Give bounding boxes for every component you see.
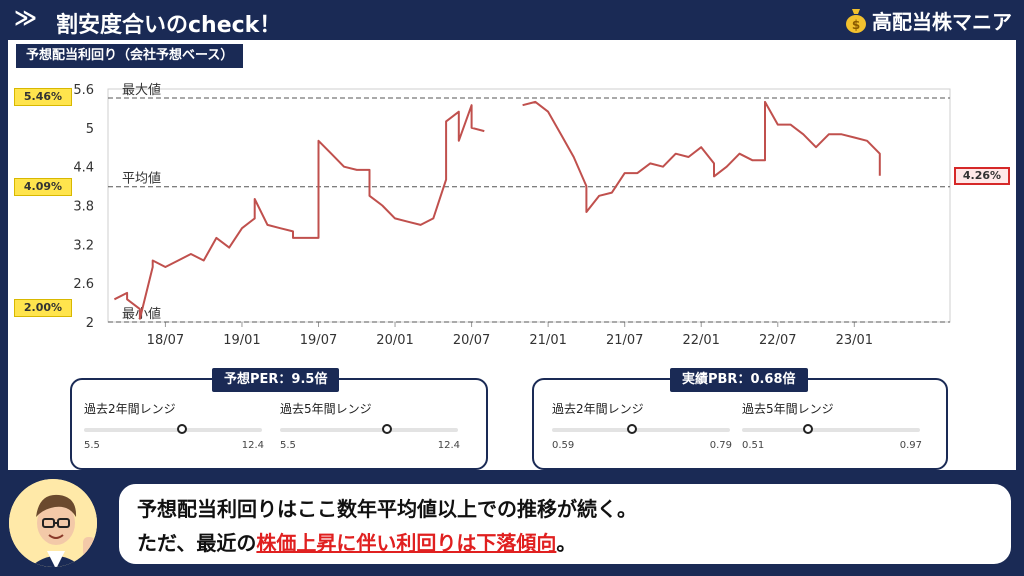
range-marker <box>176 424 187 434</box>
y-tick-label: 3.8 <box>73 200 94 215</box>
yield-line <box>522 100 881 213</box>
comment-text: 。 <box>556 531 577 555</box>
yield-line <box>113 104 485 320</box>
y-tick-label: 5 <box>86 122 94 137</box>
y-tick-label: 4.4 <box>73 161 94 176</box>
x-tick-label: 23/01 <box>836 333 873 348</box>
x-tick-label: 18/07 <box>147 333 184 348</box>
plot-area <box>107 88 951 323</box>
x-tick-label: 22/07 <box>759 333 796 348</box>
double-chevron-icon: ≫ <box>14 6 38 31</box>
presenter-avatar-icon <box>6 476 100 570</box>
svg-text:$: $ <box>852 18 860 32</box>
range-min: 5.5 <box>84 440 100 451</box>
y-tick-label: 5.6 <box>73 83 94 98</box>
x-tick-label: 22/01 <box>682 333 719 348</box>
pbr-range-5y: 過去5年間レンジ 0.51 0.97 <box>742 400 922 462</box>
x-tick-label: 21/07 <box>606 333 643 348</box>
x-tick-label: 19/07 <box>300 333 337 348</box>
range-label: 過去5年間レンジ <box>280 402 372 416</box>
comment-bubble: 予想配当利回りはここ数年平均値以上での推移が続く。 ただ、最近の株価上昇に伴い利… <box>116 481 1014 567</box>
pbr-card-label: 実績PBR：0.68倍 <box>670 368 808 392</box>
per-card-label: 予想PER：9.5倍 <box>212 368 340 392</box>
range-track <box>280 428 458 432</box>
range-label: 過去2年間レンジ <box>552 402 644 416</box>
max-badge: 5.46% <box>14 88 72 106</box>
range-marker <box>802 424 813 434</box>
x-tick-label: 21/01 <box>529 333 566 348</box>
range-track <box>552 428 730 432</box>
reference-line-label: 最大値 <box>122 82 161 98</box>
per-range-2y: 過去2年間レンジ 5.5 12.4 <box>84 400 264 462</box>
range-marker <box>627 424 638 434</box>
range-track <box>84 428 262 432</box>
header-bar: ≫ 割安度合いのcheck！ $ 高配当株マニア <box>0 0 1024 40</box>
brand-logo: $ 高配当株マニア <box>844 6 1012 34</box>
range-max: 0.97 <box>899 440 922 451</box>
main-panel: 予想配当利回り（会社予想ベース） 5.46% 4.09% 2.00% 4.26%… <box>8 40 1016 470</box>
range-marker <box>381 424 392 434</box>
comment-line-2: ただ、最近の株価上昇に伴い利回りは下落傾向。 <box>137 526 993 560</box>
min-badge: 2.00% <box>14 299 72 317</box>
x-tick-label: 19/01 <box>223 333 260 348</box>
avg-badge: 4.09% <box>14 178 72 196</box>
y-tick-label: 3.2 <box>73 238 94 253</box>
dividend-yield-chart: 5.6 5 4.4 3.8 3.2 2.6 2 18/07 19/01 19/07 20/01 20/… <box>73 82 951 348</box>
brand-name: 高配当株マニア <box>872 9 1012 34</box>
range-min: 0.51 <box>742 440 765 451</box>
range-min: 5.5 <box>280 440 296 451</box>
comment-line-1: 予想配当利回りはここ数年平均値以上での推移が続く。 <box>137 497 637 521</box>
range-max: 12.4 <box>241 440 264 451</box>
per-range-5y: 過去5年間レンジ 5.5 12.4 <box>280 400 460 462</box>
y-tick-label: 2 <box>86 316 94 331</box>
y-tick-label: 2.6 <box>73 277 94 292</box>
reference-line-label: 平均値 <box>122 171 161 187</box>
current-badge: 4.26% <box>954 167 1010 185</box>
x-tick-label: 20/01 <box>376 333 413 348</box>
chart-title: 予想配当利回り（会社予想ベース） <box>16 44 244 68</box>
x-tick-label: 20/07 <box>453 333 490 348</box>
range-max: 0.79 <box>709 440 732 451</box>
pbr-range-2y: 過去2年間レンジ 0.59 0.79 <box>552 400 732 462</box>
range-label: 過去2年間レンジ <box>84 402 176 416</box>
pbr-card: 実績PBR：0.68倍 過去2年間レンジ 0.59 0.79 過去5年間レンジ … <box>532 368 948 470</box>
range-max: 12.4 <box>437 440 460 451</box>
comment-highlight: 株価上昇に伴い利回りは下落傾向 <box>256 531 557 555</box>
comment-text: ただ、最近の <box>137 531 257 555</box>
per-card: 予想PER：9.5倍 過去2年間レンジ 5.5 12.4 過去5年間レンジ 5.… <box>70 368 488 470</box>
money-bag-icon: $ <box>846 9 866 33</box>
range-track <box>742 428 920 432</box>
page-title: 割安度合いのcheck！ <box>56 13 282 38</box>
range-label: 過去5年間レンジ <box>742 402 834 416</box>
range-min: 0.59 <box>552 440 575 451</box>
